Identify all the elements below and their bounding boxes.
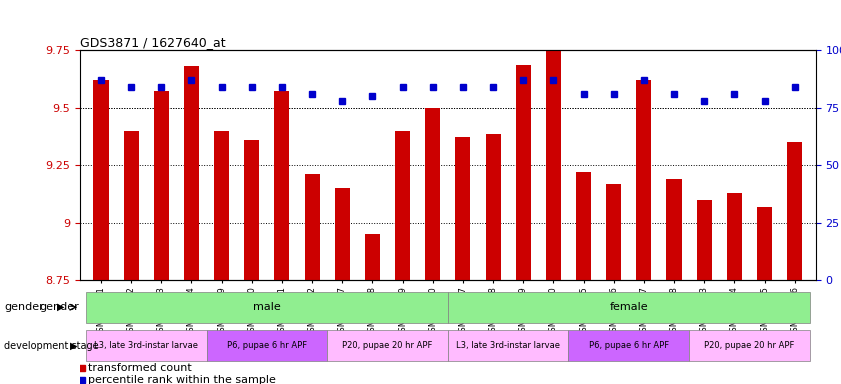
- Bar: [244, 140, 259, 280]
- Bar: [689, 330, 810, 361]
- Bar: [447, 330, 569, 361]
- Bar: [447, 292, 810, 323]
- Bar: [395, 131, 410, 280]
- Text: GDS3871 / 1627640_at: GDS3871 / 1627640_at: [80, 36, 225, 49]
- Bar: [214, 131, 230, 280]
- Text: P20, pupae 20 hr APF: P20, pupae 20 hr APF: [342, 341, 433, 350]
- Bar: [576, 172, 591, 280]
- Text: ▶: ▶: [70, 341, 77, 351]
- Text: development stage: development stage: [4, 341, 99, 351]
- Bar: [335, 188, 350, 280]
- Bar: [207, 330, 327, 361]
- Bar: [485, 134, 500, 280]
- Bar: [304, 174, 320, 280]
- Bar: [93, 80, 108, 280]
- Bar: [274, 91, 289, 280]
- Bar: [86, 292, 447, 323]
- Bar: [327, 330, 447, 361]
- Text: ▶: ▶: [57, 302, 65, 312]
- Bar: [606, 184, 621, 280]
- Bar: [516, 65, 531, 280]
- Bar: [455, 137, 470, 280]
- Bar: [569, 330, 689, 361]
- Bar: [184, 66, 199, 280]
- Bar: [124, 131, 139, 280]
- Text: transformed count: transformed count: [88, 363, 192, 373]
- Text: female: female: [610, 302, 648, 312]
- Bar: [637, 80, 652, 280]
- Bar: [787, 142, 802, 280]
- Text: P6, pupae 6 hr APF: P6, pupae 6 hr APF: [227, 341, 307, 350]
- Bar: [154, 91, 169, 280]
- Bar: [666, 179, 681, 280]
- Bar: [757, 207, 772, 280]
- Text: gender: gender: [4, 302, 44, 312]
- Text: P6, pupae 6 hr APF: P6, pupae 6 hr APF: [589, 341, 669, 350]
- Bar: [86, 330, 207, 361]
- Text: P20, pupae 20 hr APF: P20, pupae 20 hr APF: [704, 341, 795, 350]
- Bar: [426, 108, 441, 280]
- Text: L3, late 3rd-instar larvae: L3, late 3rd-instar larvae: [94, 341, 198, 350]
- Text: gender: gender: [40, 302, 79, 312]
- Bar: [696, 200, 711, 280]
- Text: L3, late 3rd-instar larvae: L3, late 3rd-instar larvae: [456, 341, 560, 350]
- Bar: [365, 234, 380, 280]
- Bar: [727, 193, 742, 280]
- Text: percentile rank within the sample: percentile rank within the sample: [88, 375, 276, 384]
- Text: male: male: [253, 302, 281, 312]
- Bar: [546, 50, 561, 280]
